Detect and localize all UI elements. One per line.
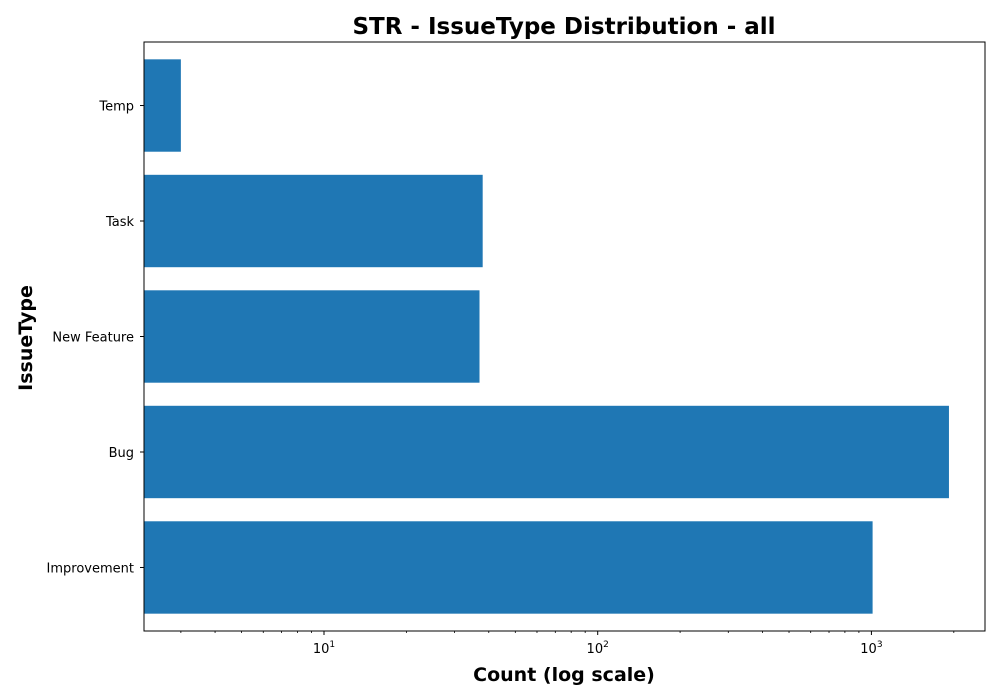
y-tick-label: Temp [98,100,134,115]
chart-title: STR - IssueType Distribution - all [352,14,775,40]
y-axis-ticks: Improvement Bug New Feature Task Temp [47,100,144,576]
bars-group [144,59,949,614]
x-tick-label: 103 [860,640,882,657]
x-tick-label: 102 [587,640,609,657]
y-tick-label: Task [105,215,135,230]
x-axis-ticks: 101 102 103 [180,631,955,657]
y-axis-label: IssueType [15,285,37,391]
x-axis-label: Count (log scale) [473,664,655,686]
y-tick-label: New Feature [52,331,134,346]
bar-task [144,174,483,268]
plot-area-frame [143,41,986,632]
x-tick-label: 101 [313,640,335,657]
bar-improvement [144,521,873,614]
bar-bug [144,405,949,499]
bar-new-feature [144,290,480,383]
y-tick-label: Improvement [47,561,134,576]
bar-temp [144,59,181,152]
y-tick-label: Bug [109,446,134,461]
